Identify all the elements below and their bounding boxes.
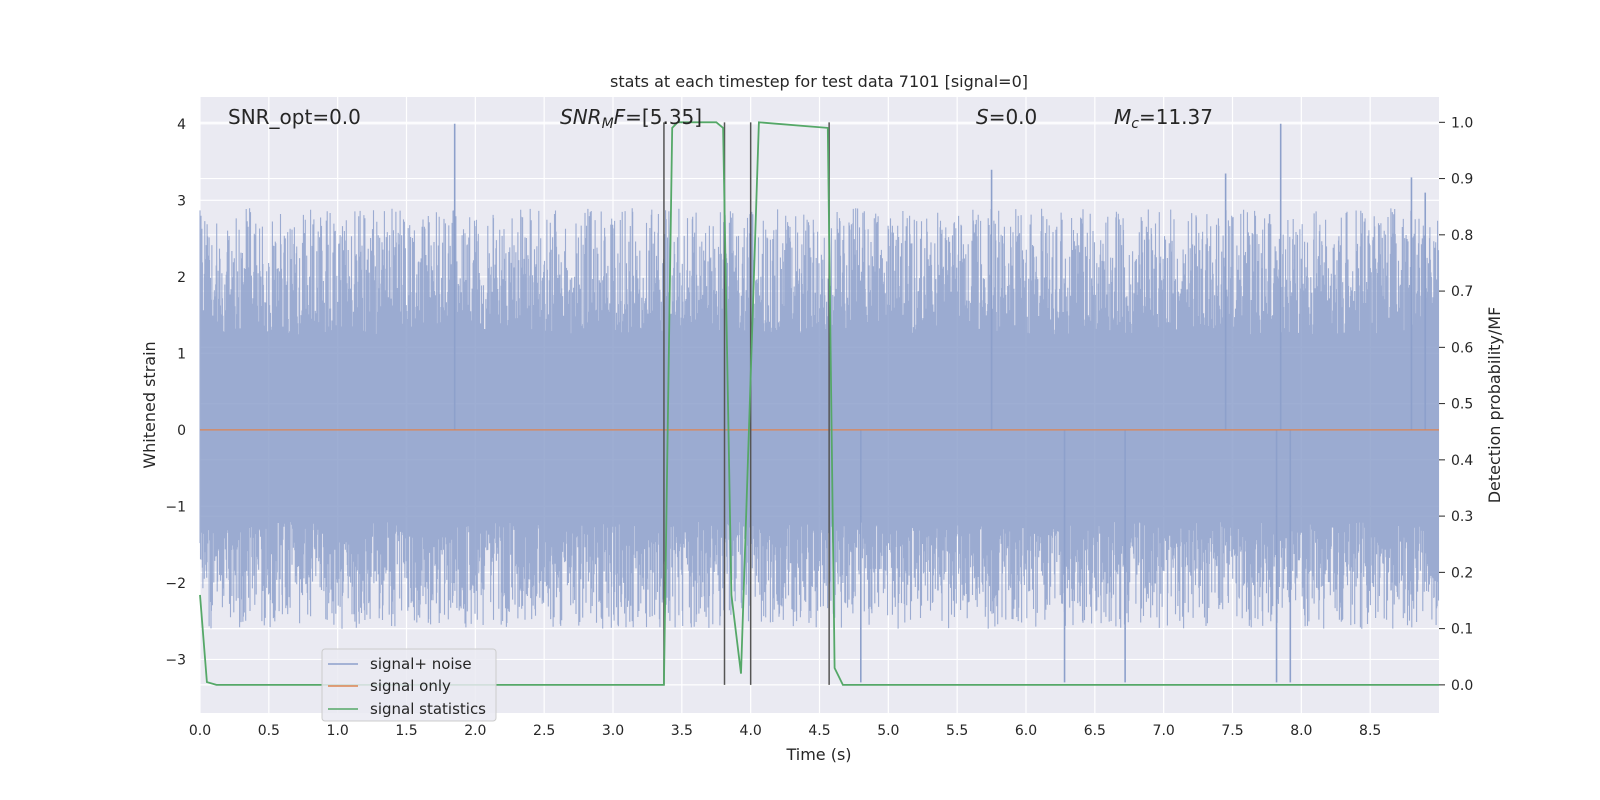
- x-tick-label: 1.5: [395, 723, 417, 739]
- legend-label-signal-only: signal only: [370, 677, 451, 695]
- x-tick-label: 2.5: [533, 723, 555, 739]
- series-signal-noise: [199, 123, 1440, 683]
- series-signal-statistics: [199, 121, 1439, 686]
- x-tick-label: 0.0: [189, 723, 211, 739]
- y-tick-label-left: 1: [177, 346, 186, 362]
- y-tick-label-left: −2: [165, 576, 186, 592]
- annotation-snr-opt: SNR_opt=0.0: [228, 105, 361, 129]
- legend-box: [321, 648, 497, 722]
- y-tick-label-left: 3: [177, 193, 186, 209]
- x-tick-label: 3.0: [602, 723, 624, 739]
- chart-title: stats at each timestep for test data 710…: [610, 72, 1028, 91]
- x-tick-label: 6.0: [1015, 723, 1037, 739]
- x-tick-label: 7.5: [1221, 723, 1243, 739]
- annotation-mc: Mc=11.37: [1114, 105, 1213, 132]
- x-tick-label: 3.5: [671, 723, 693, 739]
- y-tick-label-right: 1.0: [1451, 115, 1473, 131]
- annotation-mc-sub: c: [1131, 116, 1139, 132]
- annotation-mc-symbol: M: [1114, 105, 1131, 129]
- x-tick-label: 0.5: [258, 723, 280, 739]
- x-tick-label: 5.5: [946, 723, 968, 739]
- x-tick-label: 7.0: [1153, 723, 1175, 739]
- y-tick-label-right: 0.2: [1451, 565, 1473, 581]
- legend-label-signal-statistics: signal statistics: [370, 700, 486, 718]
- y-tick-label-left: 0: [177, 423, 186, 439]
- x-tick-label: 6.5: [1084, 723, 1106, 739]
- legend: signal+ noise signal only signal statist…: [321, 648, 497, 722]
- x-tick-label: 5.0: [877, 723, 899, 739]
- y-axis-label-right: Detection probability/MF: [1485, 307, 1504, 504]
- x-tick-label: 1.0: [327, 723, 349, 739]
- x-axis-label: Time (s): [785, 745, 851, 764]
- legend-label-signal-noise: signal+ noise: [370, 655, 472, 673]
- y-tick-label-right: 0.8: [1451, 228, 1473, 244]
- annotation-mc-value: =11.37: [1139, 105, 1213, 129]
- y-tick-label-left: −1: [165, 499, 186, 515]
- y-tick-label-right: 0.1: [1451, 622, 1473, 638]
- y-tick-label-right: 0.5: [1451, 397, 1473, 413]
- x-tick-label: 4.5: [808, 723, 830, 739]
- y-axis-label-left: Whitened strain: [140, 341, 159, 468]
- y-tick-label-left: 4: [177, 117, 186, 133]
- y-tick-label-right: 0.3: [1451, 509, 1473, 525]
- annotation-s: S=0.0: [976, 105, 1037, 129]
- x-tick-label: 8.5: [1359, 723, 1381, 739]
- annotations: SNR_opt=0.0 SNRMF=[5.35] S=0.0 Mc=11.37: [228, 105, 1213, 132]
- annotation-snr-mf-value: =[5.35]: [625, 105, 702, 129]
- signal-noise-band: [199, 208, 1440, 629]
- annotation-s-value: =0.0: [989, 105, 1038, 129]
- annotation-snr-mf-sub: M: [602, 116, 614, 132]
- x-tick-label: 2.0: [464, 723, 486, 739]
- annotation-snr-mf: SNRMF=[5.35]: [560, 105, 702, 132]
- y-tick-label-left: 2: [177, 270, 186, 286]
- annotation-snr-mf-main: SNR: [560, 105, 602, 129]
- y-tick-label-left: −3: [165, 652, 186, 668]
- x-tick-label: 8.0: [1290, 723, 1312, 739]
- y-tick-label-right: 0.0: [1451, 678, 1473, 694]
- y-tick-label-right: 0.4: [1451, 453, 1473, 469]
- annotation-s-symbol: S: [976, 105, 989, 129]
- x-tick-label: 4.0: [740, 723, 762, 739]
- y-tick-label-right: 0.7: [1451, 284, 1473, 300]
- annotation-snr-mf-f: F: [614, 105, 626, 129]
- y-tick-label-right: 0.6: [1451, 340, 1473, 356]
- axis-ticks: 0.0 0.5 1.0 1.5 2.0 2.5 3.0 3.5 4.0 4.5 5.0 5.5 6.0 6…: [165, 115, 1473, 739]
- signal-statistics-line: [199, 121, 1439, 686]
- y-tick-label-right: 0.9: [1451, 172, 1473, 188]
